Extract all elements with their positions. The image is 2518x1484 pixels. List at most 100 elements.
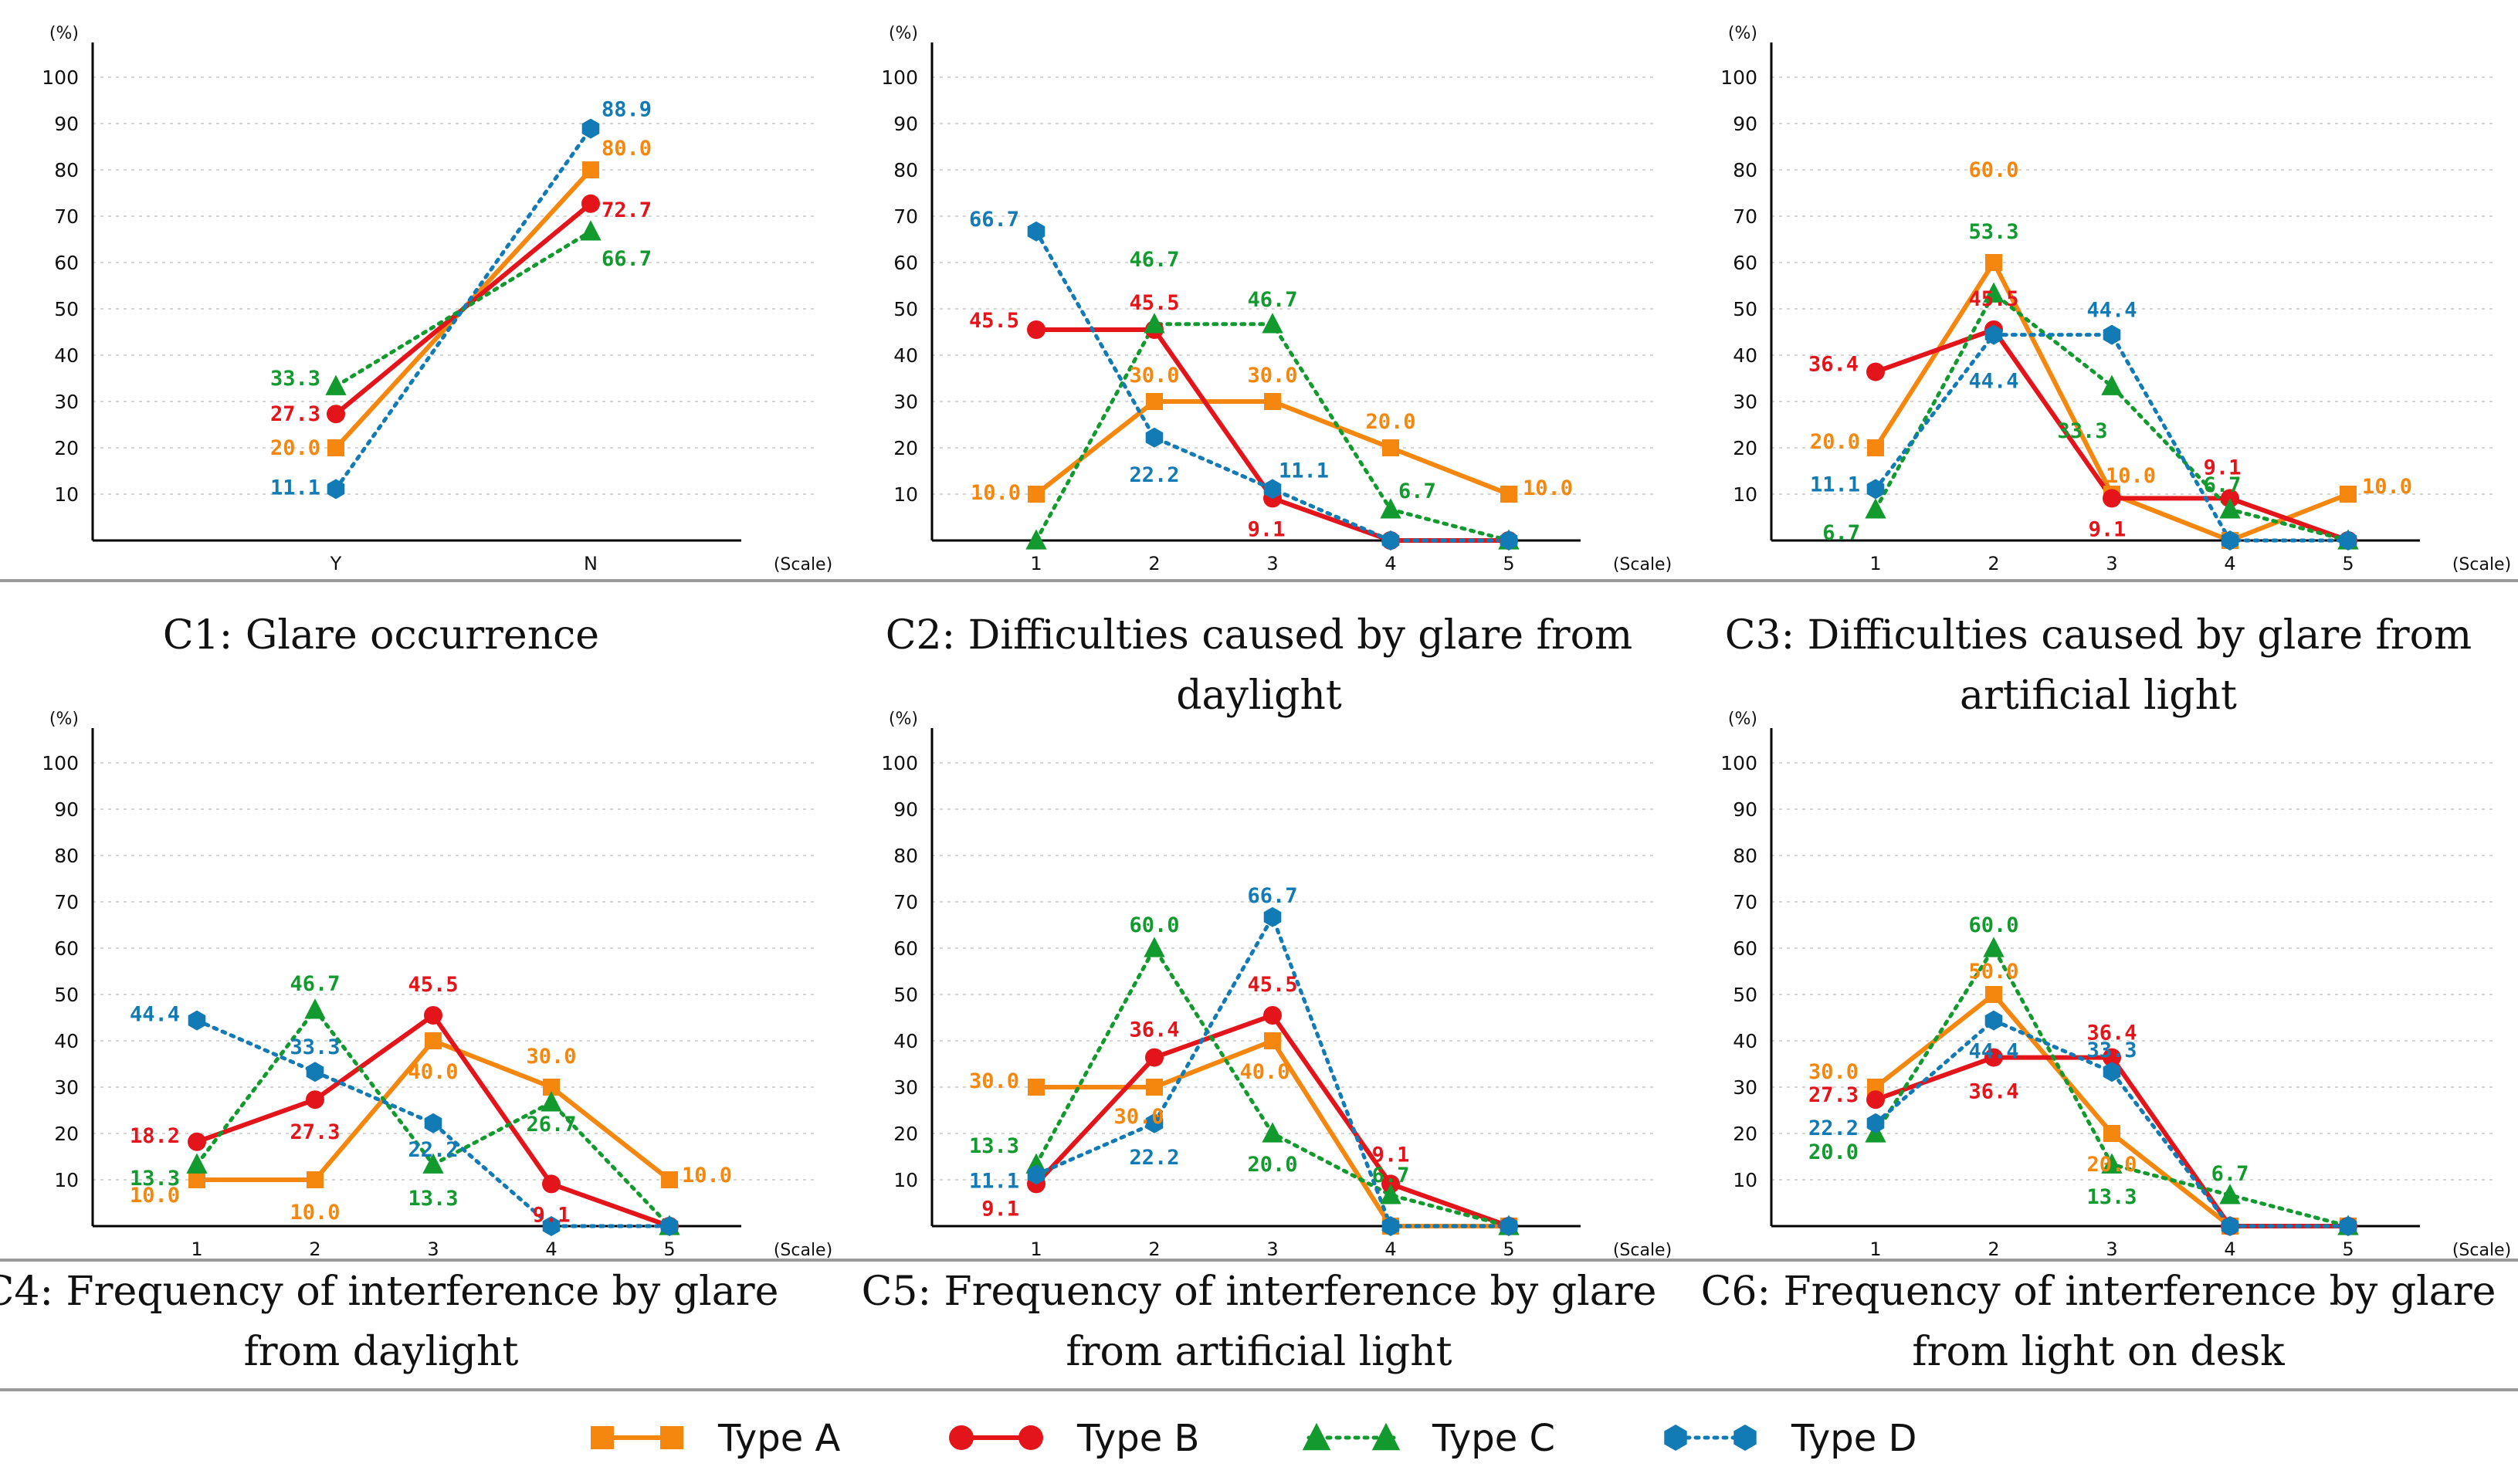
y-tick-label: 40 [893,1030,918,1052]
data-label: 36.4 [1808,353,1859,377]
data-point-type-a [188,1171,205,1188]
y-tick-label: 50 [54,984,79,1006]
y-tick-label: 100 [1720,66,1757,89]
y-unit-label: (%) [49,24,79,43]
y-tick-label: 30 [54,1076,79,1099]
x-unit-label: (Scale) [2452,1241,2511,1260]
x-tick-label: 4 [2224,1238,2235,1260]
data-point-type-a [1867,439,1884,456]
chart-title: C6: Frequency of interference by glare fr… [1701,1269,2496,1375]
chart-title: C5: Frequency of interference by glare fr… [862,1269,1657,1375]
charts-layer: 10 20 30 40 50 60 70 80 90 100 (%) (Scale) Y N 20.0 80.… [42,24,2511,1260]
legend-item-type-c: Type C [1302,1417,1555,1460]
x-tick-label: 3 [1266,1238,1278,1260]
data-point-type-b [1866,362,1885,381]
data-label: 45.5 [408,973,458,997]
legend: Type A Type B Type C Type D [591,1417,1916,1460]
legend-item-type-a: Type A [591,1417,841,1460]
data-label: 10.0 [130,1184,180,1208]
y-tick-label: 40 [54,344,79,367]
data-label: 66.7 [969,208,1019,232]
y-tick-label: 30 [1733,391,1757,413]
y-tick-label: 70 [1733,891,1757,913]
y-tick-label: 30 [54,391,79,413]
data-point-type-a [2340,486,2357,503]
data-label: 30.0 [1808,1060,1859,1084]
data-label: 10.0 [682,1164,732,1188]
data-point-type-c [2101,374,2123,395]
data-point-type-d [327,479,345,500]
data-point-type-d [2339,530,2357,551]
y-tick-label: 60 [1733,937,1757,960]
panel-separators [0,579,2518,1391]
y-tick-label: 20 [893,437,918,459]
data-point-type-b [1984,1048,2003,1067]
series-line-type-d [1034,229,1511,543]
data-label: 13.3 [969,1134,1019,1158]
y-tick-label: 90 [1733,798,1757,821]
data-point-type-d [188,1010,206,1031]
data-label: 30.0 [526,1045,576,1069]
data-point-type-d [1866,1113,1885,1133]
data-label: 6.7 [2211,1162,2249,1186]
data-label: 10.0 [2106,464,2156,488]
data-label: 46.7 [1247,288,1297,312]
data-label: 33.3 [2086,1038,2137,1062]
data-label: 46.7 [1129,248,1179,272]
x-tick-label: 3 [2106,553,2117,574]
y-tick-label: 90 [893,798,918,821]
data-label: 30.0 [1129,364,1179,388]
data-label: 22.2 [1129,463,1179,487]
data-label: 53.3 [1968,220,2018,244]
data-point-type-d [2221,530,2239,551]
data-label: 20.0 [1808,1140,1859,1164]
x-tick-label: 5 [2342,553,2354,574]
data-point-type-c [1380,1184,1401,1204]
y-tick-label: 80 [893,845,918,867]
data-point-type-d [1381,530,1400,551]
data-label: 11.1 [1279,459,1329,483]
data-point-type-a [1028,486,1045,503]
data-point-type-d [1500,530,1518,551]
data-label: 26.7 [526,1113,576,1137]
x-tick-label: Y [330,553,342,574]
data-point-type-b [1263,1006,1282,1025]
data-label: 11.1 [270,476,320,500]
data-label: 9.1 [2204,456,2242,479]
y-tick-label: 30 [893,391,918,413]
x-tick-label: 4 [545,1238,557,1260]
data-point-type-c [1380,498,1401,519]
data-label: 11.1 [1810,473,1860,496]
data-point-type-a [582,161,599,178]
data-label: 60.0 [1129,913,1179,937]
data-point-type-a [1985,254,2002,271]
y-tick-label: 80 [54,845,79,867]
legend-item-type-b: Type B [949,1417,1199,1460]
data-label: 9.1 [533,1203,571,1227]
data-point-type-c [1262,1122,1283,1143]
data-label: 6.7 [1398,479,1436,503]
data-label: 27.3 [290,1120,340,1144]
data-point-type-c [1983,282,2005,303]
series-line-type-d [1873,333,2350,543]
y-tick-label: 70 [893,891,918,913]
data-point-type-b [2103,489,2121,508]
y-tick-label: 50 [893,984,918,1006]
data-point-type-a [1146,1079,1163,1096]
data-label: 50.0 [1968,960,2018,984]
data-label: 22.2 [1129,1146,1179,1170]
data-label: 10.0 [971,481,1021,505]
x-tick-label: 5 [1503,1238,1514,1260]
data-point-type-b [1027,320,1045,339]
data-point-type-a [661,1171,678,1188]
data-label: 36.4 [1129,1018,1179,1042]
data-point-type-a [1867,1079,1884,1096]
legend-marker-start [591,1426,614,1449]
data-label: 44.4 [130,1003,180,1027]
chart-panel-5: 10 20 30 40 50 60 70 80 90 100 (%) (Scale) 1 2 3 4 5 30.0… [881,710,1672,1260]
data-label: 6.7 [1822,521,1860,545]
y-unit-label: (%) [1728,24,1757,43]
y-unit-label: (%) [49,710,79,729]
data-label: 11.1 [969,1169,1019,1193]
x-unit-label: (Scale) [1613,555,1672,574]
